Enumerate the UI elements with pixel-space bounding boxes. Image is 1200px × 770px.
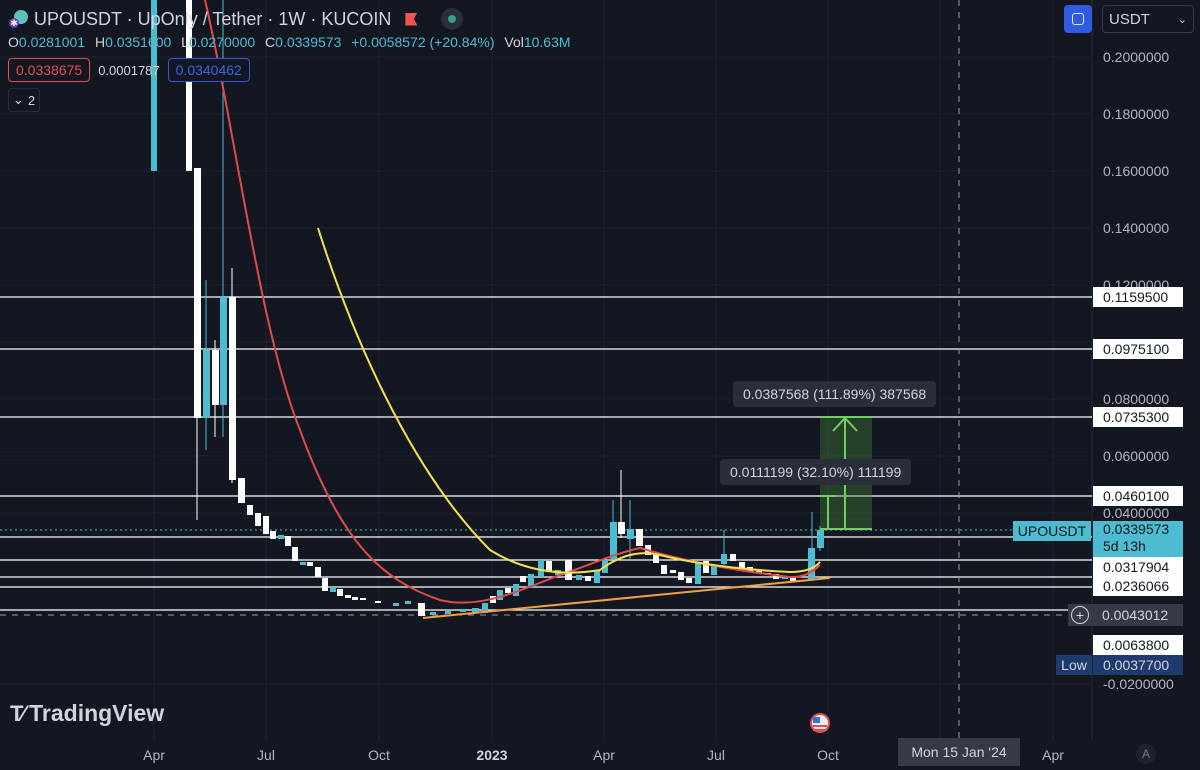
symbol-tag: UPOUSDT [1013, 521, 1091, 541]
currency-select[interactable]: USDT ⌄ [1102, 5, 1194, 33]
ema-blue-value[interactable]: 0.0340462 [167, 58, 250, 82]
level-tag: 0.0735300 [1093, 407, 1183, 427]
chevron-down-icon: ⌄ [1177, 13, 1187, 26]
ema-red-line [204, 0, 821, 604]
level-tag: 0.0063800 [1093, 635, 1183, 655]
flag-icon[interactable] [405, 12, 418, 26]
auto-scale-button[interactable]: A [1136, 744, 1156, 764]
crosshair-price-tag: + 0.0043012 [1068, 604, 1183, 626]
tradingview-logo[interactable]: T⁄ TradingView [10, 700, 165, 726]
low-tag: Low 0.0037700 [1056, 655, 1183, 675]
indicators-collapse-button[interactable]: ⌄ 2 [8, 88, 40, 112]
level-tag: 0.1159500 [1093, 287, 1183, 307]
level-tag: 0.0236066 [1093, 576, 1183, 596]
measure-label-2: 0.0111199 (32.10%) 111199 [720, 459, 912, 485]
ema-red-value[interactable]: 0.0338675 [8, 58, 91, 82]
chart-legend: ✱ UPOUSDT · UpOnly / Tether · 1W · KUCOI… [8, 6, 577, 112]
measure-label-1: 0.0387568 (111.89%) 387568 [733, 381, 937, 407]
ohlc-values: O0.0281001 H0.0351600 L0.0270000 C0.0339… [8, 34, 571, 50]
ema-yellow-line [317, 227, 821, 574]
add-plus-icon[interactable]: + [1071, 606, 1089, 624]
trendline [422, 577, 831, 619]
symbol-logo-icon: ✱ [8, 8, 30, 30]
symbol-title[interactable]: UPOUSDT · UpOnly / Tether · 1W · KUCOIN [34, 8, 392, 29]
horizontal-levels [0, 296, 1092, 611]
indicator-value: 0.0001787 [98, 62, 160, 78]
tv-logo-icon: T⁄ [10, 700, 25, 726]
fullscreen-button[interactable] [1064, 5, 1092, 33]
market-status-icon[interactable] [441, 8, 464, 30]
level-tag: 0.0975100 [1093, 339, 1183, 359]
crosshair-date-tag: Mon 15 Jan '24 [898, 738, 1020, 766]
candles [151, 0, 824, 616]
level-tag: 0.0460100 [1093, 486, 1183, 506]
chevron-down-icon: ⌄ [12, 92, 24, 107]
level-tag: 0.0317904 [1093, 557, 1183, 577]
current-price-tag: 0.0339573 5d 13h [1093, 521, 1183, 557]
